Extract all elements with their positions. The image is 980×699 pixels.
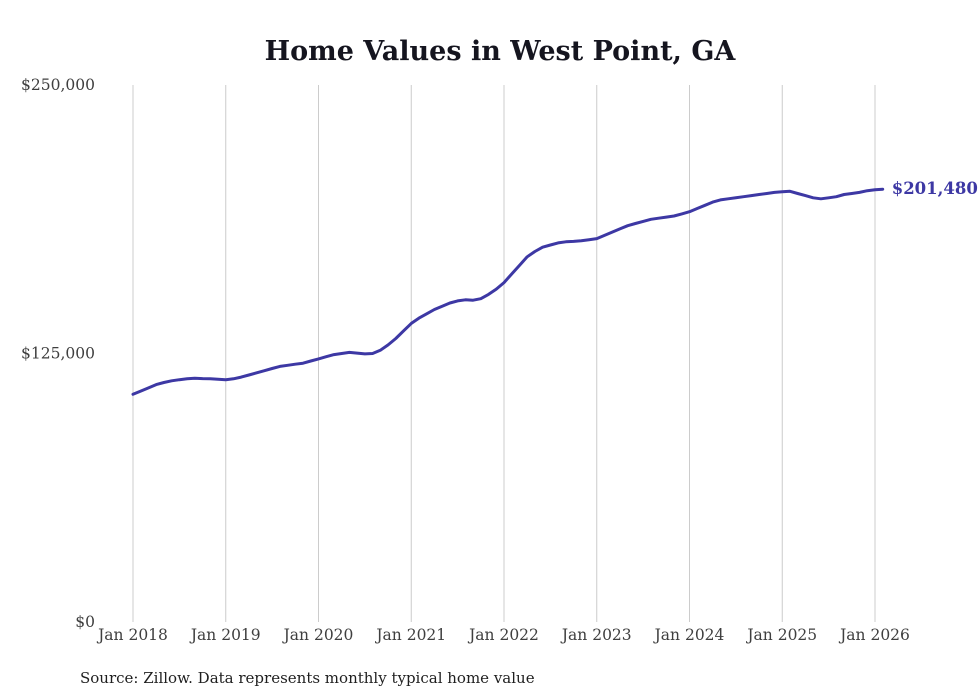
end-value-label: $201,480 bbox=[892, 179, 978, 198]
home-value-series-line bbox=[131, 187, 885, 396]
x-tick-label: Jan 2026 bbox=[838, 626, 910, 644]
x-tick-label: Jan 2023 bbox=[560, 626, 632, 644]
x-tick-label: Jan 2022 bbox=[467, 626, 539, 644]
y-tick-label: $0 bbox=[75, 613, 95, 631]
y-tick-label: $250,000 bbox=[21, 76, 95, 94]
x-tick-label: Jan 2019 bbox=[189, 626, 261, 644]
gridlines bbox=[132, 85, 876, 622]
chart-title: Home Values in West Point, GA bbox=[265, 36, 737, 67]
x-tick-label: Jan 2025 bbox=[745, 626, 817, 644]
x-tick-label: Jan 2021 bbox=[374, 626, 446, 644]
y-tick-label: $125,000 bbox=[21, 345, 95, 363]
source-note: Source: Zillow. Data represents monthly … bbox=[80, 669, 535, 687]
x-tick-label: Jan 2020 bbox=[282, 626, 354, 644]
x-tick-label: Jan 2024 bbox=[653, 626, 725, 644]
y-axis-labels: $0 $125,000 $250,000 bbox=[21, 76, 95, 631]
x-tick-label: Jan 2018 bbox=[96, 626, 168, 644]
x-axis-labels: Jan 2018 Jan 2019 Jan 2020 Jan 2021 Jan 2022… bbox=[96, 626, 910, 644]
